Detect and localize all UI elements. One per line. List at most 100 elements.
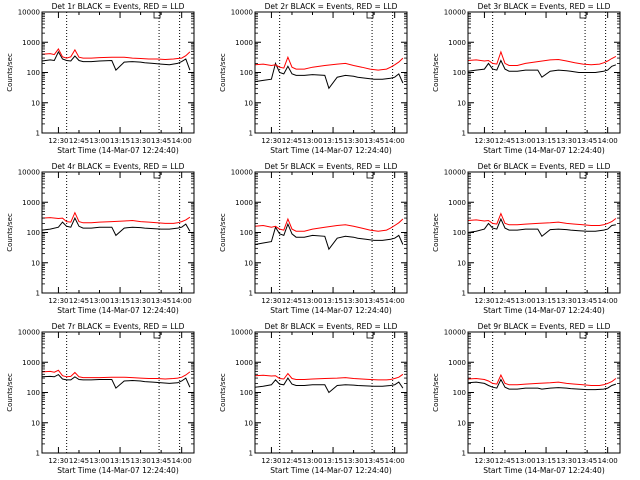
marker-box <box>579 331 587 339</box>
x-axis-label: Start Time (14-Mar-07 12:24:40) <box>270 146 392 155</box>
y-tick-label: 10 <box>244 419 253 427</box>
x-tick-label: 14:00 <box>598 297 618 305</box>
chart-title: Det 5r BLACK = Events, RED = LLD <box>265 162 398 171</box>
x-tick-label: 13:00 <box>515 457 535 465</box>
x-tick-label: 13:45 <box>151 137 171 145</box>
x-tick-label: 13:45 <box>364 297 384 305</box>
y-tick-label: 10000 <box>18 329 40 337</box>
y-tick-label: 1000 <box>22 359 40 367</box>
marker-box <box>153 171 161 179</box>
x-tick-label: 13:45 <box>577 297 597 305</box>
events-series-line <box>41 216 191 237</box>
plot-frame <box>254 11 408 134</box>
x-tick-label: 13:45 <box>364 457 384 465</box>
x-tick-label: 13:45 <box>151 297 171 305</box>
x-tick-label: 12:45 <box>495 457 515 465</box>
marker-box <box>579 171 587 179</box>
events-series-line <box>41 50 191 71</box>
x-tick-label: 13:30 <box>131 297 151 305</box>
x-tick-label: 13:30 <box>557 137 577 145</box>
y-tick-label: 10 <box>31 259 40 267</box>
events-series-line <box>467 378 617 391</box>
y-tick-label: 100 <box>240 69 253 77</box>
lld-series-line <box>254 372 404 381</box>
y-axis-label: Counts/sec <box>6 213 14 252</box>
y-tick-label: 100 <box>240 389 253 397</box>
y-tick-label: 10000 <box>444 9 466 17</box>
chart-title: Det 7r BLACK = Events, RED = LLD <box>52 322 185 331</box>
y-tick-label: 10 <box>457 259 466 267</box>
plot-frame <box>254 331 408 454</box>
marker-box <box>366 11 374 19</box>
y-tick-label: 100 <box>453 389 466 397</box>
y-tick-label: 10000 <box>444 329 466 337</box>
lld-series-line <box>41 369 191 380</box>
x-tick-label: 13:30 <box>344 297 364 305</box>
chart-title: Det 3r BLACK = Events, RED = LLD <box>478 2 611 11</box>
y-tick-label: 100 <box>453 69 466 77</box>
y-tick-label: 1000 <box>235 359 253 367</box>
chart-panel-det-3: Det 3r BLACK = Events, RED = LLD 1 10 100 10… <box>432 2 621 155</box>
chart-panel-det-1: Det 1r BLACK = Events, RED = LLD 1 10 100 10… <box>6 2 195 155</box>
x-tick-label: 13:15 <box>110 297 130 305</box>
y-tick-label: 100 <box>453 229 466 237</box>
x-tick-label: 14:00 <box>172 297 192 305</box>
x-tick-label: 13:00 <box>302 137 322 145</box>
chart-title: Det 8r BLACK = Events, RED = LLD <box>265 322 398 331</box>
x-tick-label: 13:15 <box>323 297 343 305</box>
x-tick-label: 12:30 <box>474 457 494 465</box>
x-tick-label: 12:45 <box>282 297 302 305</box>
x-tick-label: 13:30 <box>131 137 151 145</box>
x-tick-label: 13:00 <box>89 137 109 145</box>
x-tick-label: 13:00 <box>515 297 535 305</box>
chart-panel-det-7: Det 7r BLACK = Events, RED = LLD 1 10 100 10… <box>6 322 195 475</box>
x-tick-label: 12:30 <box>474 297 494 305</box>
marker-box <box>366 171 374 179</box>
chart-panel-det-9: Det 9r BLACK = Events, RED = LLD 1 10 100 10… <box>432 322 621 475</box>
marker-box <box>153 331 161 339</box>
y-tick-label: 100 <box>240 229 253 237</box>
plot-frame <box>254 171 408 294</box>
x-axis-label: Start Time (14-Mar-07 12:24:40) <box>270 466 392 475</box>
y-axis-label: Counts/sec <box>219 53 227 92</box>
y-tick-label: 10 <box>457 419 466 427</box>
x-tick-label: 12:45 <box>495 297 515 305</box>
events-series-line <box>467 217 616 238</box>
y-tick-label: 1000 <box>22 39 40 47</box>
x-axis-label: Start Time (14-Mar-07 12:24:40) <box>57 466 179 475</box>
x-axis-label: Start Time (14-Mar-07 12:24:40) <box>483 306 605 315</box>
y-tick-label: 10000 <box>231 329 253 337</box>
y-tick-label: 10 <box>31 99 40 107</box>
x-tick-label: 12:30 <box>48 297 68 305</box>
x-tick-label: 13:15 <box>536 297 556 305</box>
y-tick-label: 10000 <box>231 169 253 177</box>
y-tick-label: 1 <box>249 450 253 458</box>
x-tick-label: 12:45 <box>282 137 302 145</box>
y-tick-label: 10000 <box>18 9 40 17</box>
x-tick-label: 12:30 <box>261 297 281 305</box>
y-tick-label: 10000 <box>18 169 40 177</box>
x-tick-label: 13:30 <box>557 297 577 305</box>
y-tick-label: 1 <box>36 450 40 458</box>
x-axis-label: Start Time (14-Mar-07 12:24:40) <box>57 306 179 315</box>
y-tick-label: 10000 <box>444 169 466 177</box>
plot-frame <box>41 11 195 134</box>
x-tick-label: 13:15 <box>110 457 130 465</box>
y-axis-label: Counts/sec <box>432 373 440 412</box>
y-tick-label: 1000 <box>22 199 40 207</box>
y-tick-label: 1000 <box>235 199 253 207</box>
lld-series-line <box>467 212 617 226</box>
x-tick-label: 13:15 <box>323 137 343 145</box>
y-tick-label: 10 <box>244 99 253 107</box>
y-tick-label: 1000 <box>235 39 253 47</box>
y-tick-label: 10 <box>457 99 466 107</box>
chart-title: Det 6r BLACK = Events, RED = LLD <box>478 162 611 171</box>
x-tick-label: 13:00 <box>302 457 322 465</box>
chart-panel-det-4: Det 4r BLACK = Events, RED = LLD 1 10 100 10… <box>6 162 195 315</box>
x-tick-label: 13:00 <box>89 297 109 305</box>
y-axis-label: Counts/sec <box>432 53 440 92</box>
x-tick-label: 13:30 <box>131 457 151 465</box>
y-tick-label: 100 <box>27 229 40 237</box>
y-tick-label: 10000 <box>231 9 253 17</box>
